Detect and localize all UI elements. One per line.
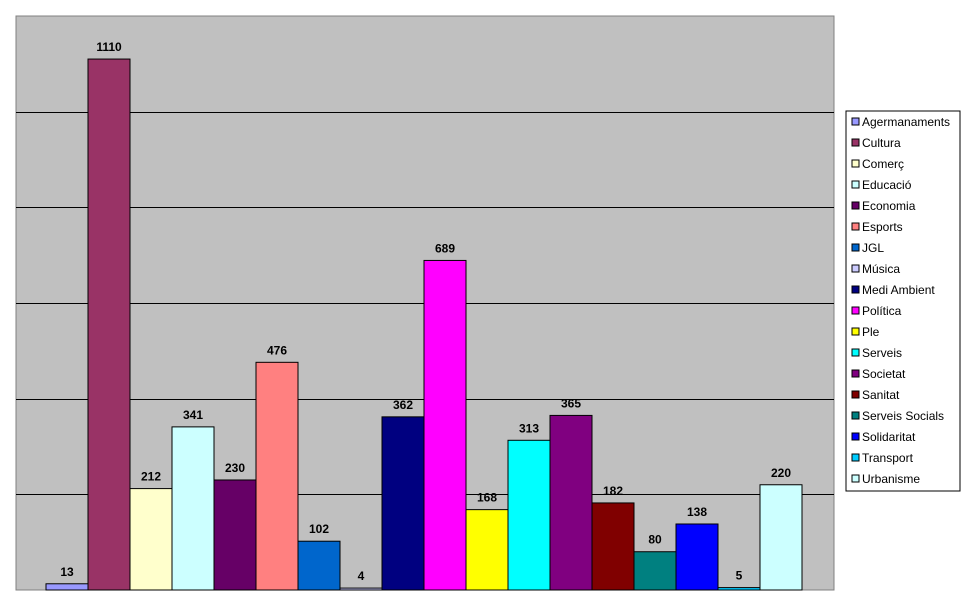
legend-entry: Economia <box>862 199 916 213</box>
bar-comer- <box>129 488 173 591</box>
legend-swatch <box>851 306 860 315</box>
bar-value-label: 365 <box>561 396 581 410</box>
legend-box <box>845 110 961 492</box>
bar-value-label: 80 <box>648 533 662 547</box>
legend-entry: Serveis <box>862 346 902 360</box>
legend-entry: Transport <box>862 451 914 465</box>
legend-entry: Solidaritat <box>862 430 916 444</box>
legend-entry: Educació <box>862 178 912 192</box>
legend-swatch <box>851 390 860 399</box>
legend-swatch <box>851 432 860 441</box>
bar-labels: 13 1110 212 341 230 476 102 4 362 689 168 313 365 182… <box>60 40 791 583</box>
legend-entry: Serveis Socials <box>862 409 944 423</box>
bar-esports <box>255 361 299 591</box>
bar-value-label: 212 <box>141 470 161 484</box>
bar-cultura <box>87 58 131 591</box>
bar-value-label: 220 <box>771 466 791 480</box>
legend-swatch <box>851 453 860 462</box>
bar-transport <box>717 587 761 591</box>
legend-entry: Ple <box>862 325 880 339</box>
legend-swatch <box>851 369 860 378</box>
bar-value-label: 313 <box>519 421 539 435</box>
bar-serveis <box>507 439 551 591</box>
legend-swatch <box>851 222 860 231</box>
legend-entry: JGL <box>862 241 884 255</box>
legend-swatch <box>851 117 860 126</box>
legend-swatch <box>851 159 860 168</box>
legend-entry: Esports <box>862 220 903 234</box>
legend-swatch <box>851 411 860 420</box>
legend-entry: Música <box>862 262 900 276</box>
bar-agermanaments <box>45 583 89 591</box>
legend-entry: Societat <box>862 367 906 381</box>
legend-swatch <box>851 201 860 210</box>
bar-value-label: 13 <box>60 565 74 579</box>
legend-entry: Sanitat <box>862 388 900 402</box>
legend-entry: Política <box>862 304 902 318</box>
bar-value-label: 476 <box>267 343 287 357</box>
bar-pol-tica <box>423 259 467 591</box>
bar-value-label: 1110 <box>96 40 122 54</box>
legend-swatch <box>851 138 860 147</box>
bar-value-label: 138 <box>687 505 707 519</box>
legend-swatch <box>851 285 860 294</box>
bar-ple <box>465 509 509 591</box>
bar-value-label: 230 <box>225 461 245 475</box>
bar-serveis-socials <box>633 551 677 591</box>
bar-urbanisme <box>759 484 803 591</box>
legend-swatch <box>851 180 860 189</box>
bar-value-label: 4 <box>358 569 365 583</box>
legend-entry: Agermanaments <box>862 115 950 129</box>
legend-entry: Cultura <box>862 136 901 150</box>
legend-entry: Medi Ambient <box>862 283 935 297</box>
legend-swatch <box>851 264 860 273</box>
bar-value-label: 341 <box>183 408 203 422</box>
bars <box>45 58 803 591</box>
legend: Agermanaments Cultura Comerç Educació Econom… <box>851 115 950 486</box>
legend-swatch <box>851 327 860 336</box>
bar-medi-ambient <box>381 416 425 591</box>
bar-value-label: 5 <box>736 569 743 583</box>
bar-solidaritat <box>675 523 719 591</box>
bar-societat <box>549 414 593 591</box>
bar-m-sica <box>339 587 383 591</box>
bar-sanitat <box>591 502 635 591</box>
legend-entry: Comerç <box>862 157 904 171</box>
bar-educaci- <box>171 426 215 591</box>
bar-value-label: 182 <box>603 484 623 498</box>
bar-value-label: 362 <box>393 398 413 412</box>
bar-value-label: 102 <box>309 522 329 536</box>
legend-swatch <box>851 474 860 483</box>
bar-value-label: 168 <box>477 491 497 505</box>
legend-entry: Urbanisme <box>862 472 920 486</box>
bar-value-label: 689 <box>435 241 455 255</box>
bar-jgl <box>297 540 341 591</box>
legend-swatch <box>851 348 860 357</box>
legend-swatch <box>851 243 860 252</box>
bar-economia <box>213 479 257 591</box>
